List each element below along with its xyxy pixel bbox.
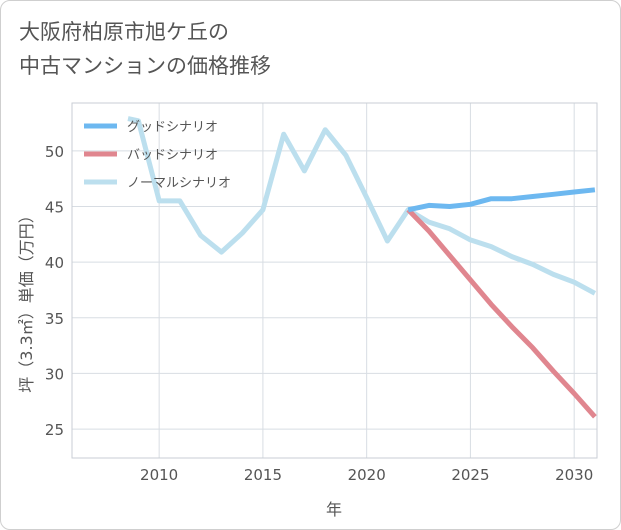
chart-title: 大阪府柏原市旭ケ丘の 中古マンションの価格推移: [19, 15, 271, 83]
legend-label-normal: ノーマルシナリオ: [127, 176, 231, 191]
plot-area-border: [71, 102, 598, 459]
y-tick-label: 35: [45, 310, 64, 328]
y-tick-label: 50: [45, 143, 64, 161]
y-tick-label: 45: [45, 198, 64, 216]
x-axis-label: 年: [326, 500, 342, 519]
legend-label-good: グッドシナリオ: [127, 120, 218, 135]
x-tick-labels: 2010 2015 2020 2025 2030: [140, 466, 593, 484]
legend-label-bad: バッドシナリオ: [127, 148, 218, 163]
x-tick-label: 2025: [451, 466, 489, 484]
x-tick-label: 2010: [140, 466, 178, 484]
series-lines: [127, 116, 597, 419]
y-tick-labels: 25 30 35 40 45 50: [45, 143, 64, 439]
chart-title-line1: 大阪府柏原市旭ケ丘の: [19, 20, 229, 44]
y-tick-label: 30: [45, 365, 64, 383]
x-tick-label: 2030: [555, 466, 593, 484]
chart-title-line2: 中古マンションの価格推移: [19, 54, 271, 78]
y-tick-label: 25: [45, 421, 64, 439]
series-line-good: [407, 187, 596, 213]
series-line-bad: [406, 208, 597, 419]
series-line-normal: [127, 116, 597, 296]
x-tick-label: 2020: [348, 466, 386, 484]
x-tick-label: 2015: [244, 466, 282, 484]
y-tick-label: 40: [45, 254, 64, 272]
y-axis-label: 坪（3.3㎡）単価（万円）: [17, 207, 36, 392]
